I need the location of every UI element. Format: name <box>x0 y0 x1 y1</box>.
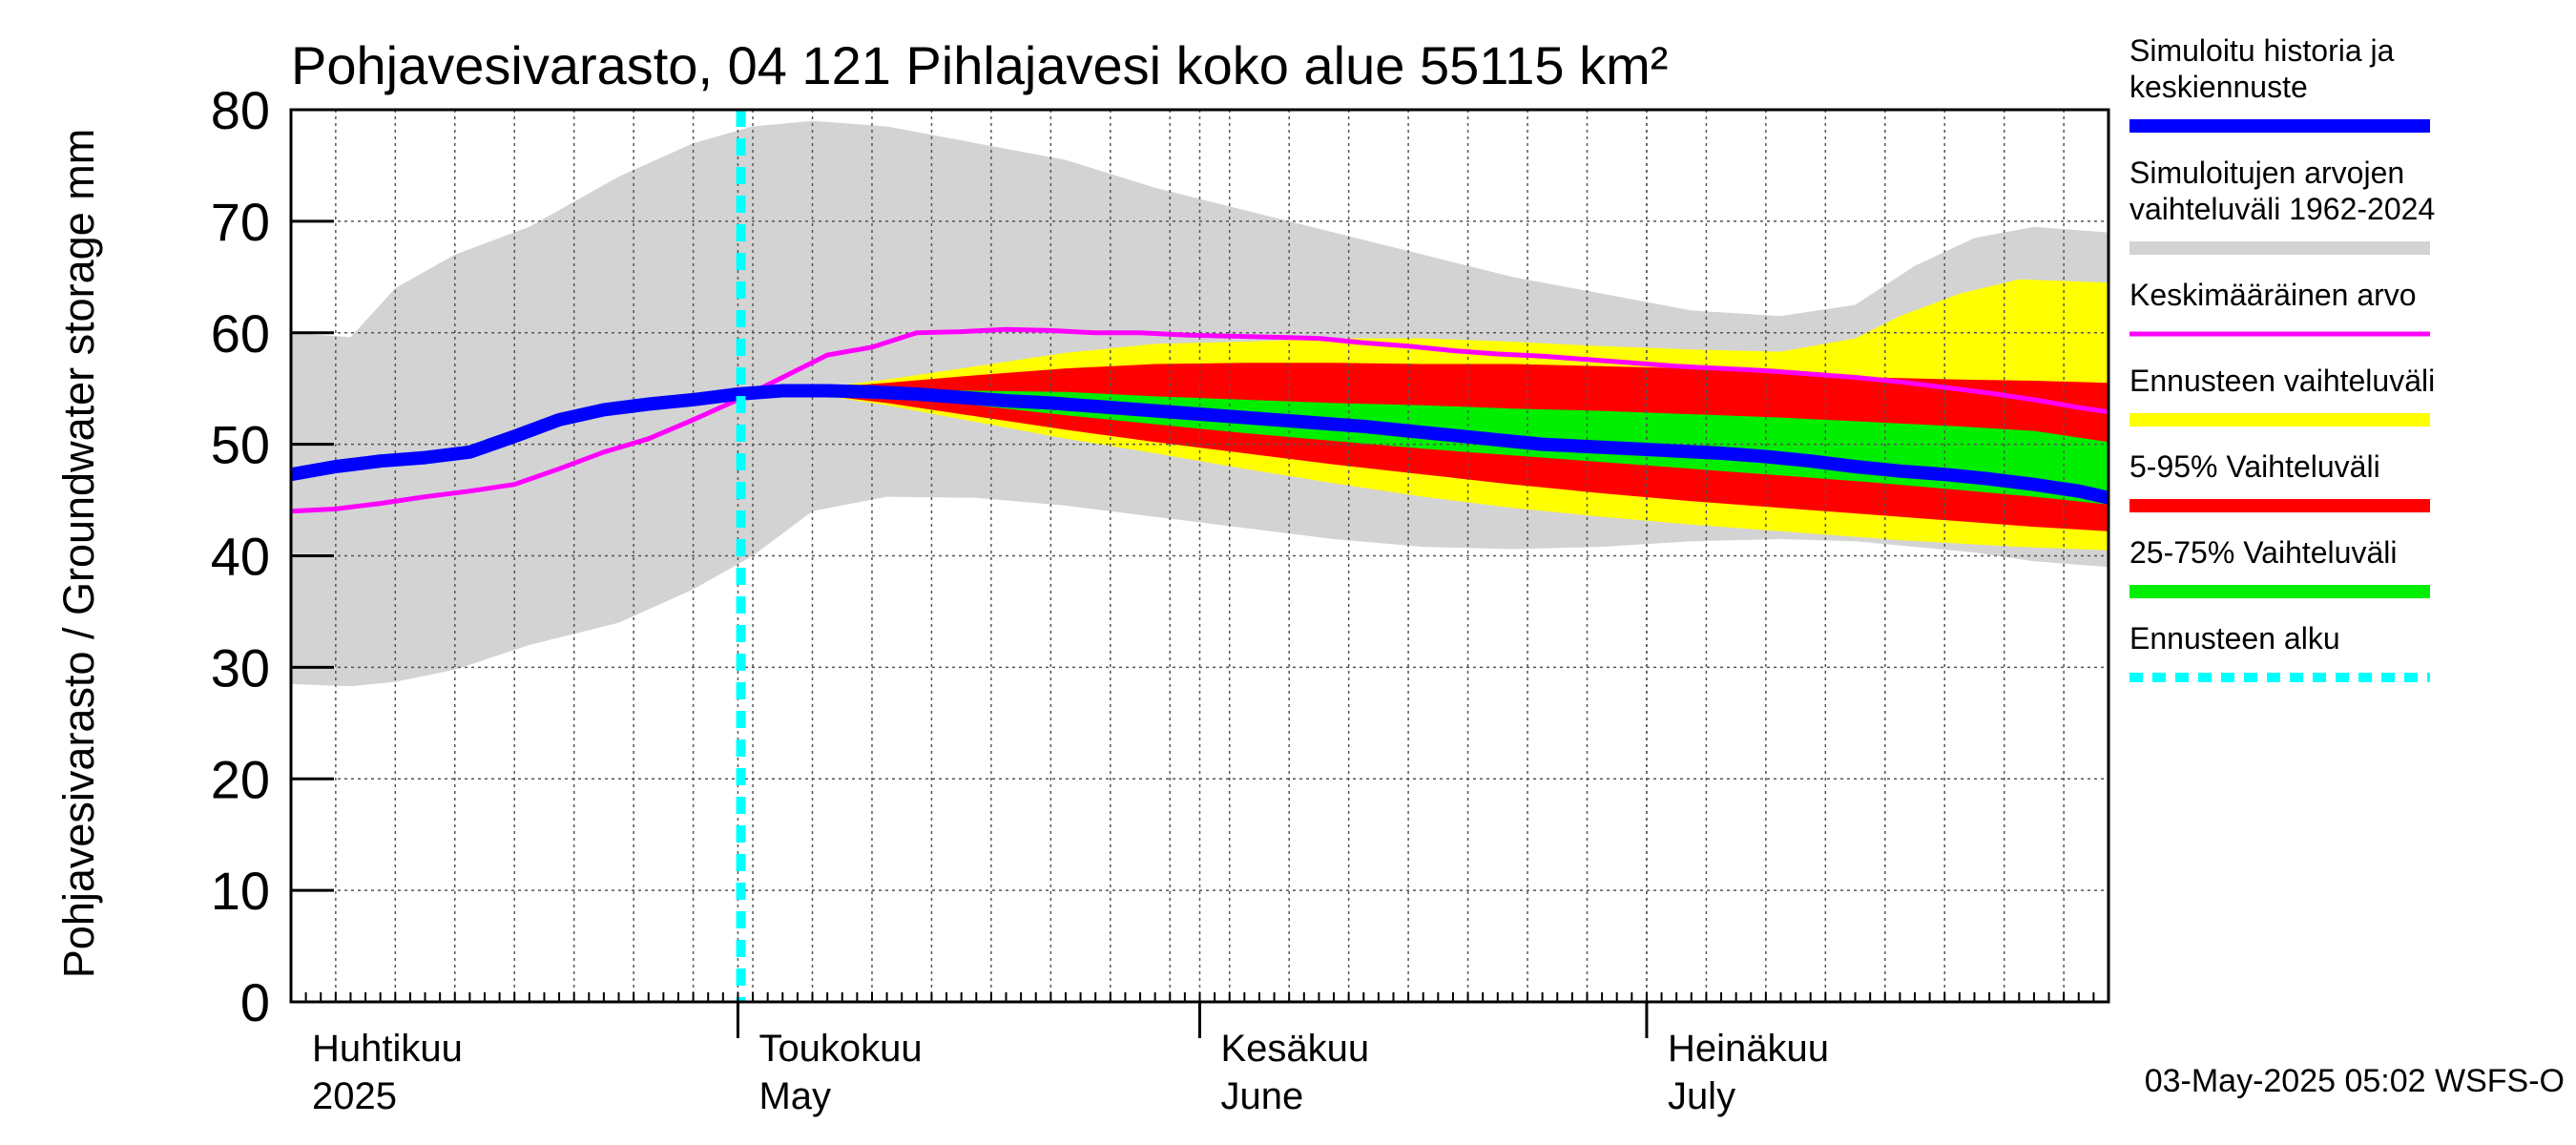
legend-label: 25-75% Vaihteluväli <box>2129 535 2397 570</box>
y-tick-label: 70 <box>211 192 270 252</box>
y-tick-label: 40 <box>211 527 270 587</box>
legend-label: 5-95% Vaihteluväli <box>2129 449 2380 484</box>
x-month-sublabel: June <box>1221 1075 1304 1117</box>
x-month-label: Heinäkuu <box>1668 1028 1829 1070</box>
simulated-median-line <box>291 384 2109 505</box>
x-month-label: Toukokuu <box>758 1028 922 1070</box>
legend-label: vaihteluväli 1962-2024 <box>2129 192 2435 226</box>
grid-layer <box>291 110 2109 1002</box>
legend-label: keskiennuste <box>2129 70 2308 104</box>
legend-label: Simuloitu historia ja <box>2129 33 2395 68</box>
y-tick-label: 60 <box>211 303 270 364</box>
legend-label: Ennusteen alku <box>2129 621 2340 656</box>
y-tick-label: 30 <box>211 637 270 697</box>
legend-label: Simuloitujen arvojen <box>2129 156 2404 190</box>
mean-line <box>291 326 2109 514</box>
x-month-sublabel: July <box>1668 1075 1735 1117</box>
y-tick-label: 20 <box>211 749 270 809</box>
legend-label: Keskimääräinen arvo <box>2129 278 2417 312</box>
y-tick-label: 80 <box>211 80 270 140</box>
legend-label: Ennusteen vaihteluväli <box>2129 364 2435 398</box>
x-month-sublabel: 2025 <box>312 1075 397 1117</box>
chart-title: Pohjavesivarasto, 04 121 Pihlajavesi kok… <box>291 35 1668 95</box>
y-axis-label: Pohjavesivarasto / Groundwater storage m… <box>54 129 103 978</box>
timestamp: 03-May-2025 05:02 WSFS-O <box>2145 1063 2565 1099</box>
y-tick-label: 0 <box>240 972 270 1032</box>
band-layer <box>291 120 2109 687</box>
band-3 <box>812 388 2109 505</box>
line-layer <box>291 110 2109 1002</box>
x-month-sublabel: May <box>758 1075 831 1117</box>
x-month-label: Huhtikuu <box>312 1028 463 1070</box>
axes-layer: 0 10 20 30 40 50 60 70 80 Huhtikuu 2025 Toukokuu May… <box>211 80 2110 1117</box>
y-tick-label: 10 <box>211 861 270 921</box>
x-month-label: Kesäkuu <box>1221 1028 1370 1070</box>
y-tick-label: 50 <box>211 415 270 475</box>
